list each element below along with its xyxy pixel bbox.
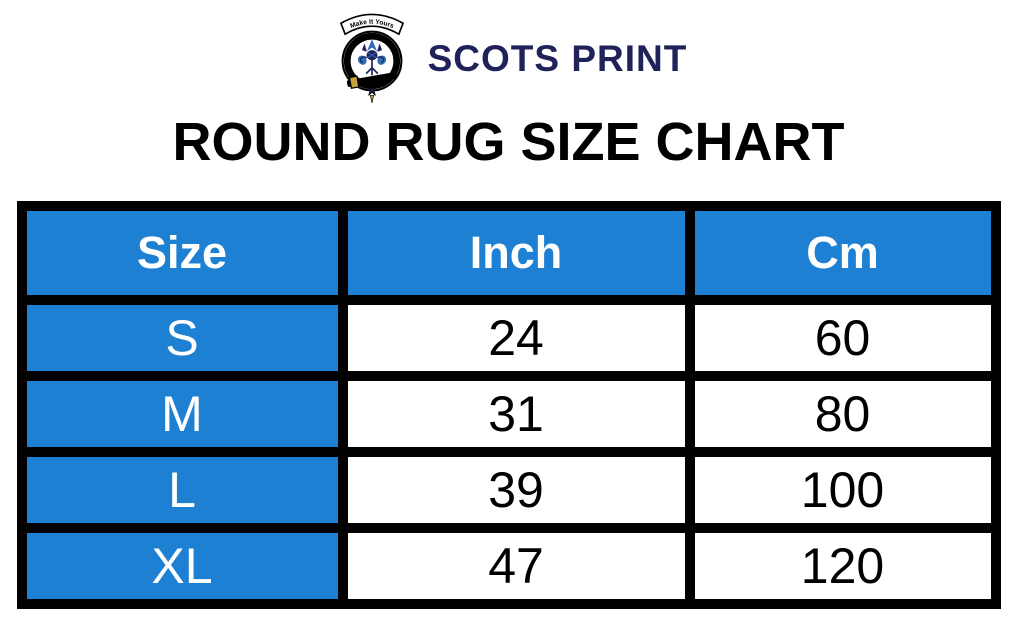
size-cell: L bbox=[16, 447, 348, 533]
column-header-cm: Cm bbox=[684, 201, 1001, 305]
size-chart-table: Size Inch Cm S 24 60 M 31 80 L 39 100 bbox=[16, 201, 1001, 609]
thistle-icon bbox=[357, 38, 386, 75]
inch-cell: 24 bbox=[337, 295, 695, 381]
cm-cell: 120 bbox=[684, 523, 1001, 609]
size-cell: S bbox=[16, 295, 348, 381]
header-row: Size Inch Cm bbox=[16, 201, 1001, 305]
table-row: M 31 80 bbox=[16, 371, 1001, 457]
size-cell: M bbox=[16, 371, 348, 457]
brand-header: Make It Yours SCOTS PRINT bbox=[0, 0, 1017, 108]
cm-cell: 80 bbox=[684, 371, 1001, 457]
table-row: S 24 60 bbox=[16, 295, 1001, 381]
cm-cell: 100 bbox=[684, 447, 1001, 533]
inch-cell: 47 bbox=[337, 523, 695, 609]
inch-cell: 39 bbox=[337, 447, 695, 533]
size-cell: XL bbox=[16, 523, 348, 609]
logo-tagline: Make It Yours bbox=[349, 18, 395, 29]
brand-name: SCOTS PRINT bbox=[427, 38, 688, 79]
page-title: ROUND RUG SIZE CHART bbox=[172, 112, 845, 172]
crest-logo-icon: Make It Yours bbox=[339, 13, 404, 103]
table-row: L 39 100 bbox=[16, 447, 1001, 533]
inch-cell: 31 bbox=[337, 371, 695, 457]
column-header-size: Size bbox=[16, 201, 348, 305]
belt-buckle-icon bbox=[346, 71, 397, 103]
column-header-inch: Inch bbox=[337, 201, 695, 305]
table-row: XL 47 120 bbox=[16, 523, 1001, 609]
logo-banner: Make It Yours bbox=[339, 13, 404, 35]
cm-cell: 60 bbox=[684, 295, 1001, 381]
